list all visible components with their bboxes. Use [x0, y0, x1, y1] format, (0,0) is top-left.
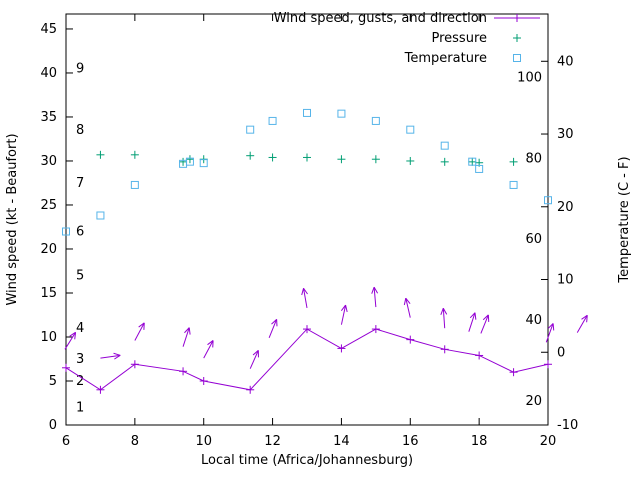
x-tick-label: 14 — [333, 434, 350, 449]
x-tick-label: 16 — [402, 434, 419, 449]
beaufort-label: 5 — [76, 268, 84, 283]
legend: Wind speed, gusts, and direction Pressure… — [274, 11, 540, 66]
y-axis-right: -10 0 10 20 30 40 Temperature (C - F) — [541, 54, 632, 433]
y-tick-label: 30 — [40, 154, 57, 169]
y2-tick-label: 30 — [557, 127, 574, 142]
y2-axis-label: Temperature (C - F) — [617, 156, 632, 283]
beaufort-label: 9 — [76, 62, 84, 77]
temperature-series — [62, 108, 552, 236]
y-tick-label: 40 — [40, 66, 57, 81]
y2-tick-label: 40 — [557, 54, 574, 69]
fahrenheit-label: 60 — [525, 232, 542, 247]
beaufort-label: 7 — [76, 176, 84, 191]
beaufort-label: 1 — [76, 400, 84, 415]
beaufort-scale: 1 2 3 4 5 6 7 8 9 — [76, 62, 84, 416]
y-tick-label: 35 — [40, 110, 57, 125]
y-tick-label: 20 — [40, 242, 57, 257]
legend-label: Pressure — [431, 31, 487, 46]
y2-tick-label: 20 — [557, 200, 574, 215]
x-tick-label: 12 — [264, 434, 281, 449]
x-tick-label: 6 — [62, 434, 70, 449]
pressure-series — [96, 150, 518, 167]
beaufort-label: 2 — [76, 374, 84, 389]
plot-border — [65, 13, 549, 426]
fahrenheit-label: 40 — [525, 313, 542, 328]
y2-tick-label: -10 — [557, 418, 578, 433]
fahrenheit-label: 100 — [517, 70, 542, 85]
x-tick-label: 10 — [195, 434, 212, 449]
x-tick-label: 18 — [471, 434, 488, 449]
beaufort-label: 4 — [76, 321, 84, 336]
fahrenheit-label: 20 — [525, 394, 542, 409]
wind-speed-gusts-and-direction-series — [62, 325, 552, 394]
y2-tick-label: 0 — [557, 345, 565, 360]
fahrenheit-scale: 20 40 60 80 100 — [517, 70, 542, 408]
y-tick-label: 45 — [40, 22, 57, 37]
y-tick-label: 10 — [40, 330, 57, 345]
y-tick-label: 0 — [49, 418, 57, 433]
y-axis-label: Wind speed (kt - Beaufort) — [5, 133, 20, 305]
x-tick-label: 20 — [540, 434, 557, 449]
x-axis-label: Local time (Africa/Johannesburg) — [201, 453, 413, 468]
beaufort-label: 3 — [76, 352, 84, 367]
x-tick-label: 8 — [131, 434, 139, 449]
beaufort-label: 8 — [76, 123, 84, 138]
y-tick-label: 5 — [49, 374, 57, 389]
y-tick-label: 25 — [40, 198, 57, 213]
y2-tick-label: 10 — [557, 273, 574, 288]
y-axis-left: 0 5 10 15 20 25 30 35 40 45 Wind speed (kt - Beauf… — [5, 22, 73, 433]
y-tick-label: 15 — [40, 286, 57, 301]
fahrenheit-label: 80 — [525, 151, 542, 166]
legend-label: Temperature — [404, 51, 487, 66]
wind-direction-arrows — [64, 286, 588, 369]
beaufort-label: 6 — [76, 224, 84, 239]
legend-label: Wind speed, gusts, and direction — [274, 11, 487, 26]
